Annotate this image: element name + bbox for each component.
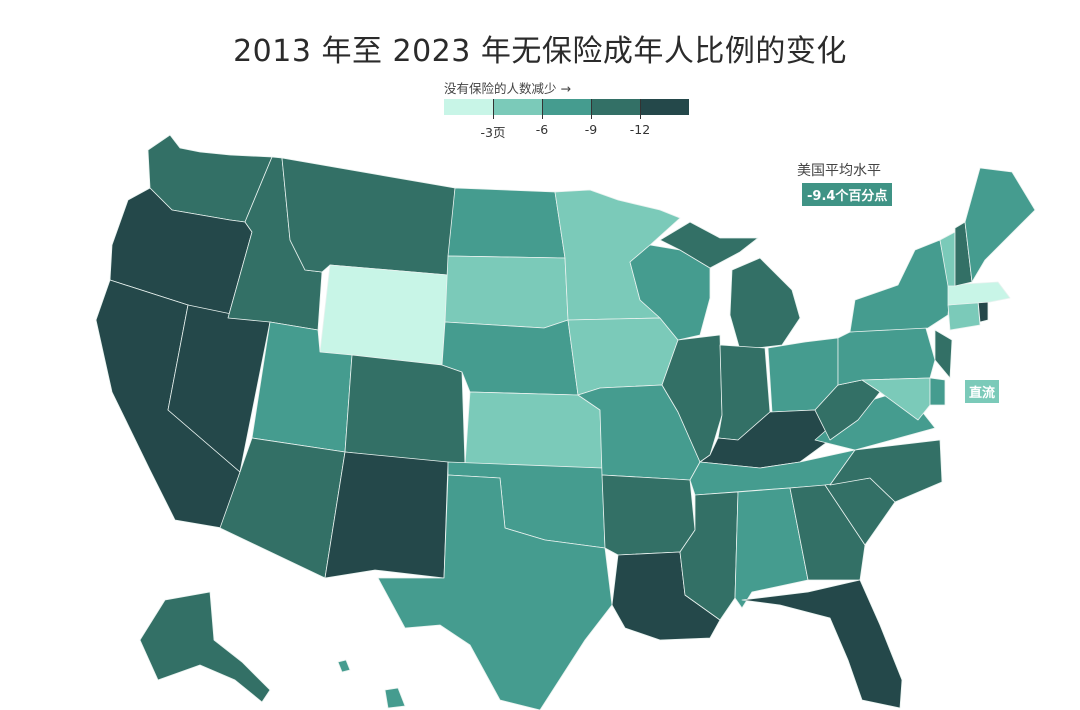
state-nd[interactable]: [447, 187, 566, 259]
legend-tick: [493, 99, 494, 119]
state-wy[interactable]: [319, 264, 449, 366]
us-average-label: 美国平均水平: [797, 163, 881, 179]
legend-tick: [591, 99, 592, 119]
legend-tick-label: -9: [584, 122, 598, 137]
state-fl[interactable]: [741, 579, 903, 709]
legend-tick-label: -3页: [480, 125, 506, 140]
us-average-value-badge: -9.4个百分点: [802, 183, 893, 206]
state-ar[interactable]: [601, 474, 696, 556]
state-hi-2[interactable]: [384, 687, 406, 709]
state-ak[interactable]: [139, 591, 271, 703]
legend-color-scale: [444, 99, 689, 115]
state-tx[interactable]: [377, 474, 613, 710]
legend-tick-label: -6: [535, 122, 549, 137]
state-ia[interactable]: [567, 317, 679, 396]
state-az[interactable]: [219, 437, 346, 579]
state-hi[interactable]: [337, 659, 351, 673]
state-ny[interactable]: [849, 239, 951, 333]
legend-swatch-1: [444, 99, 493, 115]
state-me[interactable]: [964, 167, 1036, 283]
state-ga[interactable]: [789, 484, 866, 581]
state-pa[interactable]: [837, 324, 936, 386]
legend-caption: 没有保险的人数减少 →: [444, 81, 571, 96]
state-mi[interactable]: [729, 257, 801, 351]
map-title: 2013 年至 2023 年无保险成年人比例的变化: [233, 34, 847, 69]
legend-swatch-3: [542, 99, 591, 115]
legend-swatch-2: [493, 99, 542, 115]
state-de[interactable]: [929, 377, 946, 406]
legend-swatch-5: [640, 99, 689, 115]
legend-tick-label: -12: [629, 122, 651, 137]
state-sd[interactable]: [444, 255, 569, 329]
legend: 没有保险的人数减少 → -3页 -6 -9 -12: [444, 78, 689, 148]
state-mi-upper[interactable]: [659, 221, 759, 269]
legend-tick: [542, 99, 543, 119]
dc-label-badge: 直流: [965, 380, 1000, 403]
state-ct[interactable]: [947, 301, 981, 331]
legend-tick: [640, 99, 641, 119]
state-nm[interactable]: [324, 451, 449, 579]
state-nj[interactable]: [934, 329, 953, 379]
state-co[interactable]: [344, 354, 466, 466]
state-ri[interactable]: [977, 299, 989, 323]
state-wi[interactable]: [629, 244, 711, 341]
state-ks[interactable]: [464, 391, 603, 469]
state-mt[interactable]: [281, 157, 456, 276]
legend-swatch-4: [591, 99, 640, 115]
state-ma[interactable]: [947, 281, 1011, 306]
